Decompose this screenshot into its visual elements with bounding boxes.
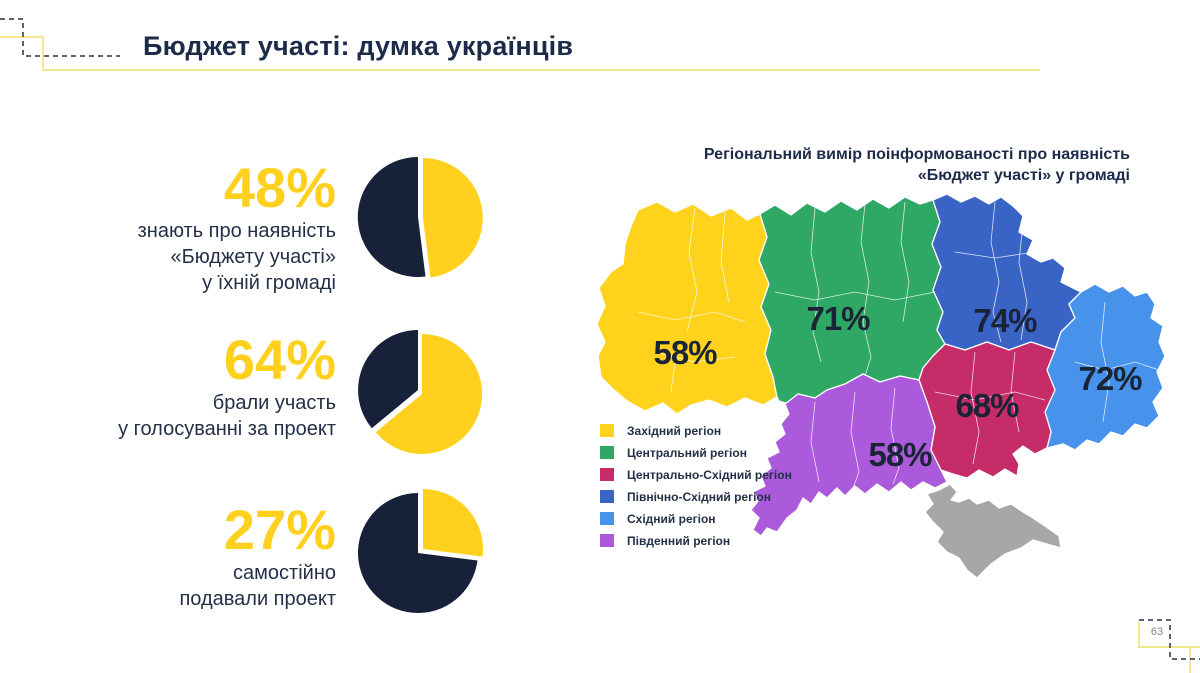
legend-swatch-west bbox=[600, 424, 614, 437]
stat-block-submitted: 27% самостійно подавали проект bbox=[104, 502, 336, 612]
map-title-line: «Бюджет участі» у громаді bbox=[917, 167, 1130, 184]
map-title: Регіональний вимір поінформованості про … bbox=[570, 144, 1130, 186]
stat-block-awareness: 48% знають про наявність «Бюджету участі… bbox=[104, 160, 336, 296]
legend-swatch-central bbox=[600, 446, 614, 459]
pie-slice-value bbox=[375, 333, 483, 454]
stat-label-line: «Бюджету участі» bbox=[170, 246, 336, 268]
map-title-line: Регіональний вимір поінформованості про … bbox=[703, 146, 1130, 163]
map-value-east: 72% bbox=[1078, 360, 1142, 397]
stat-label: самостійно подавали проект bbox=[104, 560, 336, 612]
dashed-corner-line bbox=[0, 18, 120, 57]
legend-label: Центрально-Східний регіон bbox=[627, 467, 792, 482]
ukraine-map: 58% 71% 74% 72% 68% 58% bbox=[596, 193, 1165, 579]
legend-swatch-north-east bbox=[600, 490, 614, 503]
stat-label-line: знають про наявність bbox=[137, 220, 336, 242]
map-value-north-east: 74% bbox=[973, 302, 1037, 339]
stat-label-line: у їхній громаді bbox=[202, 272, 336, 294]
stat-block-voted: 64% брали участь у голосуванні за проект bbox=[104, 332, 336, 442]
pie-slice-remainder bbox=[357, 493, 478, 613]
map-value-central: 71% bbox=[806, 300, 870, 337]
map-region-west bbox=[596, 201, 778, 415]
stat-value: 27% bbox=[223, 498, 336, 561]
map-region-south bbox=[750, 373, 948, 537]
map-legend: Західний регіон Центральний регіон Центр… bbox=[600, 424, 792, 556]
pie-slice-value bbox=[423, 158, 483, 278]
legend-swatch-east bbox=[600, 512, 614, 525]
title-underline bbox=[0, 36, 1040, 71]
top-left-decoration bbox=[0, 18, 1040, 71]
legend-label: Західний регіон bbox=[627, 423, 722, 438]
pie-slice-remainder bbox=[357, 156, 426, 277]
map-value-south: 58% bbox=[868, 436, 932, 473]
map-value-central-east: 68% bbox=[955, 387, 1019, 424]
oblast-borders bbox=[637, 201, 1160, 489]
page-number: 63 bbox=[1150, 626, 1164, 638]
bottom-right-decoration bbox=[1138, 619, 1200, 673]
pie-chart-submitted bbox=[357, 489, 483, 613]
stat-label-line: у голосуванні за проект bbox=[118, 418, 336, 440]
map-region-crimea bbox=[924, 483, 1062, 579]
legend-item: Центральний регіон bbox=[600, 445, 792, 460]
legend-item: Західний регіон bbox=[600, 423, 792, 438]
stat-label-line: подавали проект bbox=[179, 588, 336, 610]
legend-item: Східний регіон bbox=[600, 511, 792, 526]
stat-label: знають про наявність «Бюджету участі» у … bbox=[104, 218, 336, 296]
legend-label: Північно-Східний регіон bbox=[627, 489, 771, 504]
dashed-corner-line bbox=[1139, 619, 1200, 660]
stat-label-line: брали участь bbox=[212, 392, 336, 414]
pie-slice-value bbox=[423, 489, 483, 557]
legend-swatch-central-east bbox=[600, 468, 614, 481]
stat-label: брали участь у голосуванні за проект bbox=[104, 390, 336, 442]
legend-item: Південний регіон bbox=[600, 533, 792, 548]
stat-value: 48% bbox=[223, 156, 336, 219]
legend-swatch-south bbox=[600, 534, 614, 547]
legend-label: Центральний регіон bbox=[627, 445, 747, 460]
pie-chart-voted bbox=[358, 330, 483, 454]
slide-title: Бюджет участі: думка українців bbox=[143, 31, 574, 61]
legend-label: Східний регіон bbox=[627, 511, 716, 526]
map-value-west: 58% bbox=[653, 334, 717, 371]
stat-value: 64% bbox=[223, 328, 336, 391]
stat-label-line: самостійно bbox=[233, 562, 336, 584]
pie-slice-remainder bbox=[358, 330, 418, 429]
legend-item: Центрально-Східний регіон bbox=[600, 467, 792, 482]
legend-label: Південний регіон bbox=[627, 533, 731, 548]
pie-chart-awareness bbox=[357, 156, 483, 278]
legend-item: Північно-Східний регіон bbox=[600, 489, 792, 504]
corner-yellow-line bbox=[1138, 622, 1200, 648]
